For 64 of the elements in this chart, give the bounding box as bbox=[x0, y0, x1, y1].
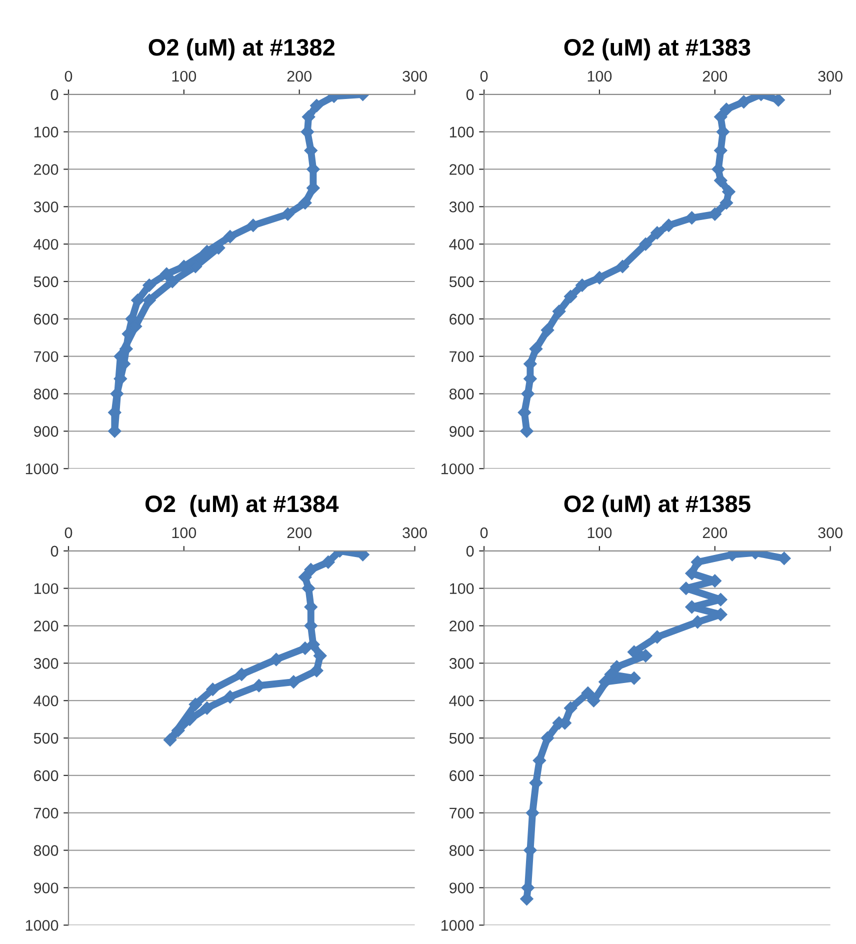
x-tick-label: 100 bbox=[172, 70, 196, 82]
chart-title: O2 (uM) at #1383 bbox=[564, 38, 750, 60]
y-tick-label: 800 bbox=[34, 845, 58, 856]
y-tick-label: 100 bbox=[450, 583, 474, 594]
y-tick-label: 1000 bbox=[441, 920, 474, 931]
y-tick-label: 700 bbox=[34, 808, 58, 819]
y-tick-label: 200 bbox=[34, 620, 58, 632]
x-tick-label: 0 bbox=[480, 70, 488, 82]
y-tick-label: 900 bbox=[34, 882, 58, 894]
y-tick-label: 1000 bbox=[441, 463, 474, 474]
x-tick-label: 300 bbox=[818, 70, 842, 82]
y-tick-label: 0 bbox=[466, 546, 474, 557]
y-tick-label: 300 bbox=[34, 202, 58, 212]
y-tick-label: 200 bbox=[450, 620, 474, 632]
y-tick-label: 1000 bbox=[26, 463, 58, 474]
x-tick-label: 200 bbox=[287, 527, 312, 538]
y-tick-label: 400 bbox=[34, 695, 58, 706]
x-tick-label: 0 bbox=[64, 527, 72, 538]
x-tick-label: 100 bbox=[588, 70, 612, 82]
y-tick-label: 100 bbox=[34, 583, 58, 594]
chart-title: O2 (uM) at #1382 bbox=[148, 38, 335, 60]
y-tick-label: 100 bbox=[450, 126, 474, 138]
y-tick-label: 400 bbox=[449, 238, 474, 250]
x-tick-label: 300 bbox=[402, 70, 427, 82]
y-tick-label: 800 bbox=[449, 845, 474, 856]
y-tick-label: 500 bbox=[449, 732, 474, 744]
y-tick-label: 800 bbox=[449, 388, 474, 400]
y-tick-label: 300 bbox=[449, 202, 474, 212]
x-tick-label: 200 bbox=[287, 70, 312, 82]
y-tick-label: 500 bbox=[34, 276, 58, 288]
x-tick-label: 0 bbox=[480, 527, 488, 538]
y-tick-label: 900 bbox=[450, 426, 474, 437]
x-tick-label: 300 bbox=[402, 527, 427, 538]
y-tick-label: 700 bbox=[450, 351, 474, 362]
y-tick-label: 600 bbox=[34, 314, 58, 325]
y-tick-label: 0 bbox=[466, 89, 474, 100]
y-tick-label: 1000 bbox=[26, 920, 58, 931]
y-tick-label: 800 bbox=[34, 388, 58, 400]
y-tick-label: 500 bbox=[449, 276, 474, 288]
y-tick-label: 200 bbox=[34, 164, 58, 175]
y-tick-label: 200 bbox=[450, 164, 474, 175]
x-tick-label: 200 bbox=[702, 527, 728, 538]
x-tick-label: 100 bbox=[588, 527, 612, 538]
y-tick-label: 600 bbox=[450, 770, 474, 782]
y-tick-label: 900 bbox=[450, 882, 474, 894]
y-tick-label: 600 bbox=[34, 770, 58, 782]
y-tick-label: 900 bbox=[34, 426, 58, 437]
y-tick-label: 400 bbox=[34, 238, 58, 250]
x-tick-label: 200 bbox=[702, 70, 728, 82]
y-tick-label: 400 bbox=[449, 695, 474, 706]
y-tick-label: 300 bbox=[34, 658, 58, 669]
x-tick-label: 300 bbox=[818, 527, 842, 538]
y-tick-label: 100 bbox=[34, 126, 58, 138]
y-tick-label: 700 bbox=[450, 808, 474, 819]
y-tick-label: 500 bbox=[34, 732, 58, 744]
x-tick-label: 100 bbox=[172, 527, 196, 538]
chart-title: O2 (uM) at #1385 bbox=[564, 494, 750, 517]
chart-title: O2 (uM) at #1384 bbox=[146, 494, 339, 517]
y-tick-label: 700 bbox=[34, 351, 58, 362]
x-tick-label: 0 bbox=[64, 70, 72, 82]
y-tick-label: 0 bbox=[50, 89, 58, 100]
y-tick-label: 300 bbox=[449, 658, 474, 669]
y-tick-label: 0 bbox=[50, 546, 58, 557]
y-tick-label: 600 bbox=[450, 314, 474, 325]
